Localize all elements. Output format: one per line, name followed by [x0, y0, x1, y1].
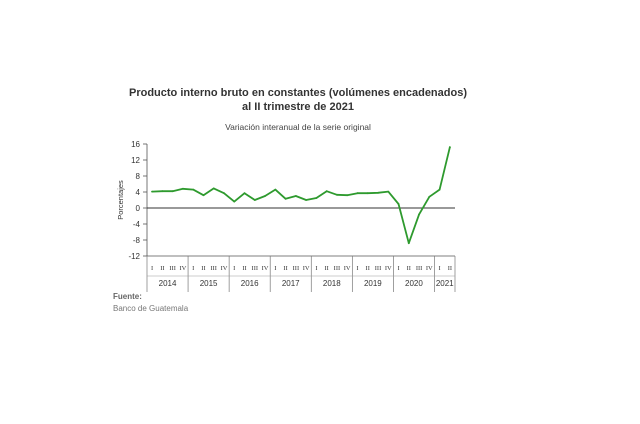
data-point: [253, 199, 256, 201]
x-year-label: 2018: [323, 279, 341, 288]
y-tick-label: -4: [133, 220, 141, 229]
data-point: [305, 199, 308, 201]
y-tick-label: -12: [128, 252, 140, 261]
x-quarter-label: III: [416, 265, 423, 272]
x-quarter-label: I: [192, 265, 194, 272]
data-point: [325, 190, 328, 193]
x-quarter-label: IV: [221, 265, 228, 272]
source-label: Fuente:: [113, 292, 142, 301]
x-quarter-label: IV: [262, 265, 269, 272]
data-point: [438, 188, 441, 191]
x-quarter-label: III: [334, 265, 341, 272]
data-point: [264, 195, 266, 197]
data-point: [233, 200, 236, 203]
x-year-label: 2020: [405, 279, 423, 288]
x-quarter-label: II: [366, 265, 370, 272]
data-point: [171, 190, 174, 193]
x-quarter-label: III: [252, 265, 259, 272]
data-point: [315, 197, 318, 199]
data-point: [294, 195, 297, 197]
x-quarter-label: IV: [426, 265, 433, 272]
x-quarter-label: III: [169, 265, 176, 272]
x-quarter-label: IV: [385, 265, 392, 272]
x-year-label: 2015: [200, 279, 218, 288]
x-quarter-label: I: [356, 265, 358, 272]
x-quarter-label: III: [293, 265, 300, 272]
x-year-label: 2014: [159, 279, 177, 288]
data-point: [428, 195, 431, 198]
x-quarter-label: III: [210, 265, 217, 272]
x-quarter-label: IV: [344, 265, 351, 272]
y-tick-label: 0: [136, 204, 141, 213]
x-year-label: 2021: [436, 279, 454, 288]
x-quarter-label: II: [242, 265, 246, 272]
y-tick-label: 16: [131, 140, 140, 149]
x-year-label: 2016: [241, 279, 259, 288]
data-point: [202, 194, 205, 197]
data-point: [212, 187, 215, 190]
x-quarter-label: IV: [180, 265, 187, 272]
x-quarter-label: II: [407, 265, 411, 272]
y-tick-label: -8: [133, 236, 141, 245]
chart-subtitle: Variación interanual de la serie origina…: [225, 122, 371, 132]
data-point: [243, 192, 246, 195]
data-point: [182, 187, 184, 190]
x-quarter-label: I: [274, 265, 276, 272]
y-axis-title: Porcentajes: [116, 180, 125, 220]
chart-title-line-1: Producto interno bruto en constantes (vo…: [129, 87, 467, 99]
data-point: [377, 191, 379, 194]
data-point: [407, 242, 410, 245]
chart-title: Producto interno bruto en constantes (vo…: [0, 86, 596, 114]
data-point: [448, 146, 451, 149]
data-point: [284, 197, 287, 200]
x-year-label: 2017: [282, 279, 300, 288]
x-quarter-label: I: [315, 265, 317, 272]
x-quarter-label: III: [375, 265, 382, 272]
data-point: [161, 190, 164, 193]
x-quarter-label: I: [151, 265, 153, 272]
x-quarter-label: II: [283, 265, 287, 272]
x-quarter-label: IV: [303, 265, 310, 272]
y-tick-label: 4: [136, 188, 141, 197]
series-line: [151, 146, 451, 245]
data-point: [192, 188, 195, 191]
data-point: [274, 188, 277, 191]
data-point: [346, 194, 349, 197]
y-tick-label: 8: [136, 172, 141, 181]
x-quarter-label: II: [201, 265, 205, 272]
chart-title-line-2: al II trimestre de 2021: [242, 101, 354, 113]
y-tick-label: 12: [131, 156, 140, 165]
x-quarter-label: I: [397, 265, 399, 272]
x-quarter-label: II: [448, 265, 452, 272]
x-quarter-label: I: [233, 265, 235, 272]
data-point: [151, 190, 154, 193]
data-point: [336, 193, 338, 196]
data-point: [356, 192, 359, 195]
data-point: [223, 192, 225, 195]
data-point: [387, 190, 390, 193]
data-point: [397, 203, 400, 205]
source-value: Banco de Guatemala: [113, 304, 189, 313]
x-quarter-label: II: [160, 265, 164, 272]
data-point: [418, 213, 420, 216]
x-quarter-label: II: [324, 265, 328, 272]
x-year-label: 2019: [364, 279, 382, 288]
data-point: [366, 192, 369, 195]
x-quarter-label: I: [439, 265, 441, 272]
